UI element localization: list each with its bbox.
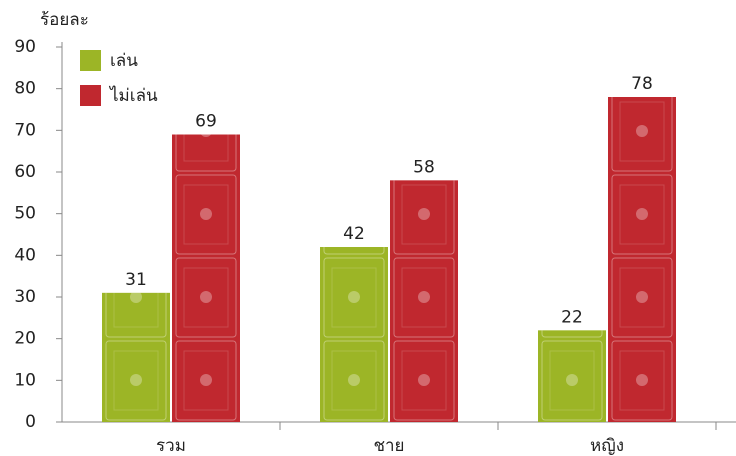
y-tick-label: 30 xyxy=(14,287,36,307)
card-pattern xyxy=(608,97,676,422)
legend-swatch xyxy=(80,50,101,71)
x-tick-label: หญิง xyxy=(590,436,624,456)
card-pattern xyxy=(390,180,458,422)
legend-swatch xyxy=(80,85,101,106)
y-axis-label: ร้อยละ xyxy=(40,10,89,30)
x-tick-label: ชาย xyxy=(373,436,404,456)
y-tick-label: 90 xyxy=(14,37,36,57)
card-pattern xyxy=(320,247,388,422)
y-tick-label: 0 xyxy=(25,412,36,432)
y-tick-label: 50 xyxy=(14,204,36,224)
legend-label: เล่น xyxy=(110,51,138,71)
card-pattern xyxy=(102,292,170,422)
y-tick-label: 70 xyxy=(14,120,36,140)
y-tick-label: 40 xyxy=(14,245,36,265)
data-label: 22 xyxy=(561,307,583,327)
legend-label: ไม่เล่น xyxy=(108,85,158,106)
data-label: 69 xyxy=(195,112,217,132)
x-tick-label: รวม xyxy=(156,436,186,456)
y-tick-label: 10 xyxy=(14,370,36,390)
data-label: 31 xyxy=(125,270,147,290)
card-pattern xyxy=(538,330,606,422)
data-label: 42 xyxy=(343,224,365,244)
data-label: 58 xyxy=(413,157,435,177)
y-tick-label: 60 xyxy=(14,162,36,182)
data-label: 78 xyxy=(631,74,653,94)
card-pattern xyxy=(172,134,240,422)
y-tick-label: 80 xyxy=(14,79,36,99)
y-tick-label: 20 xyxy=(14,329,36,349)
